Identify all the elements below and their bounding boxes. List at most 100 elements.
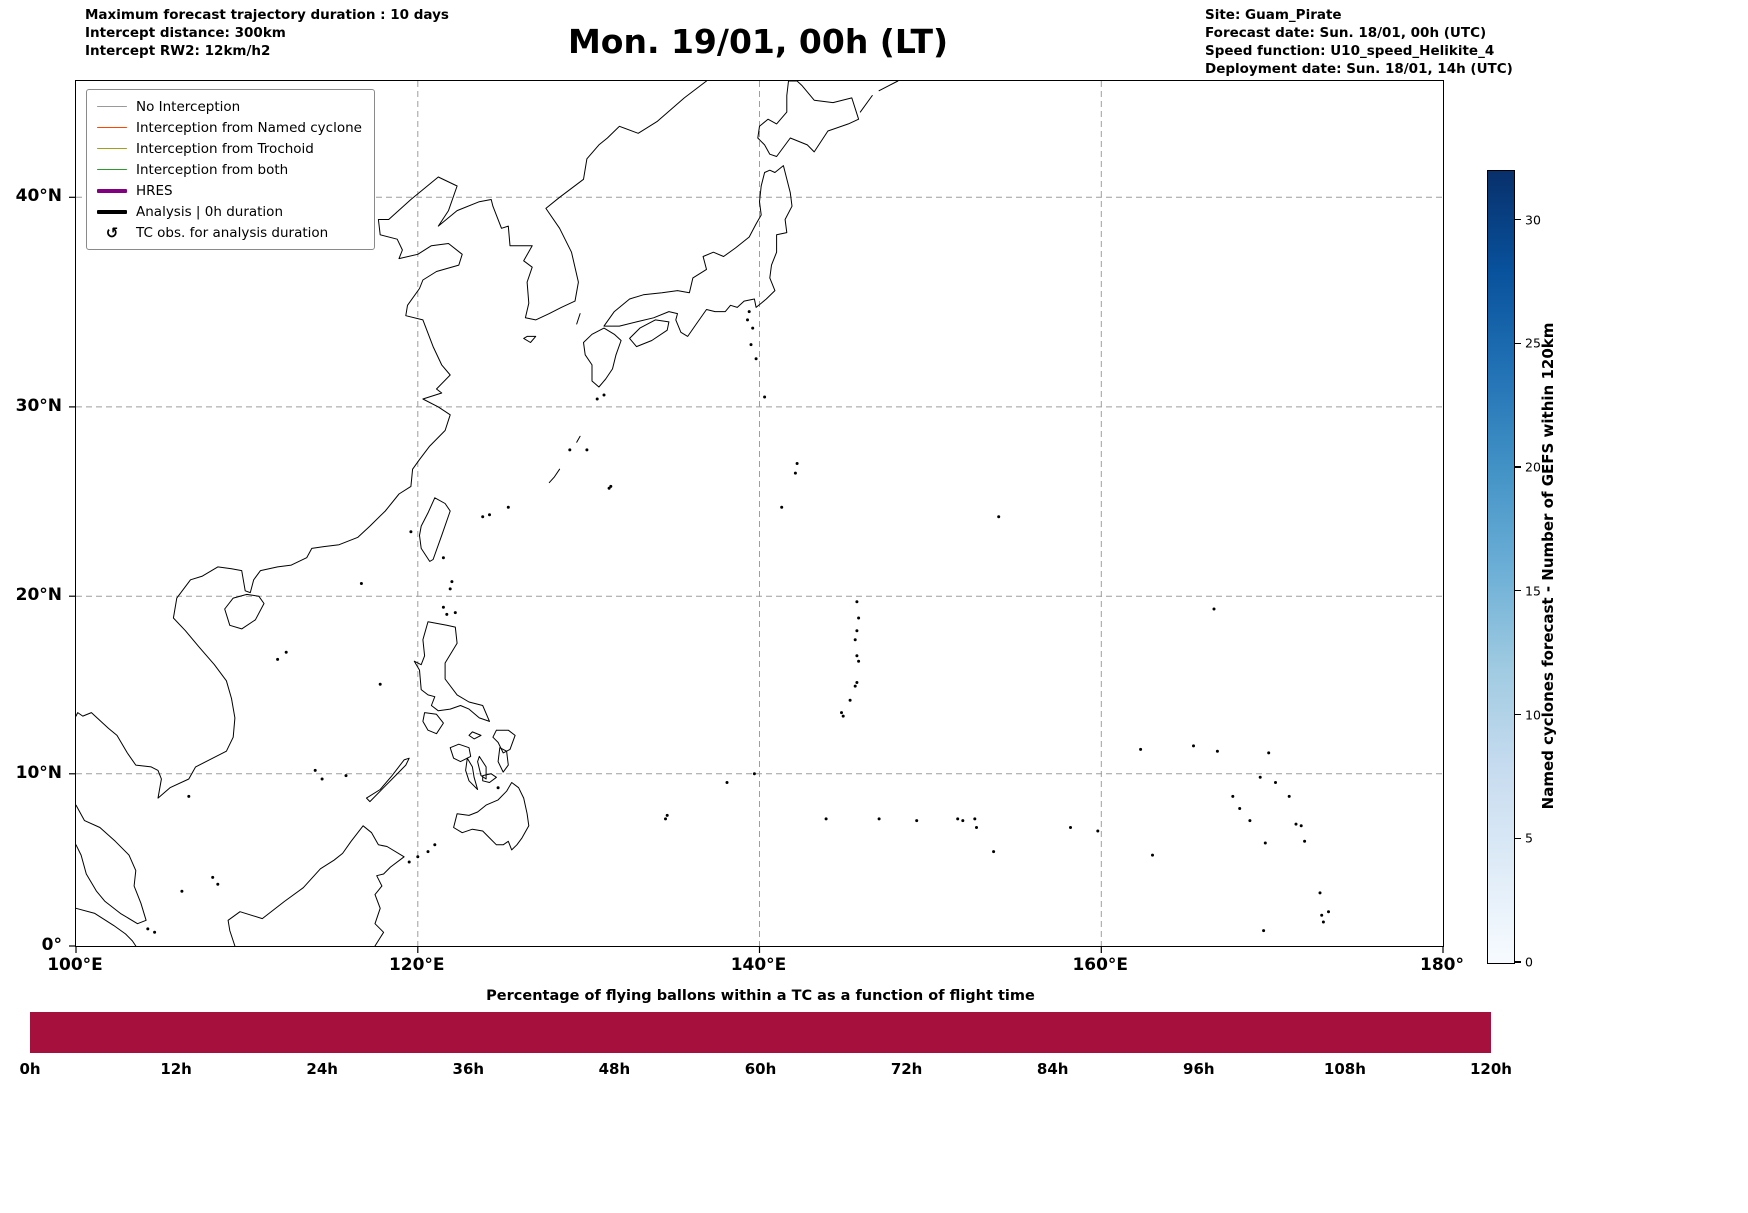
island-dot <box>445 612 449 616</box>
island-dot <box>313 768 317 772</box>
island-dot <box>664 817 667 821</box>
legend-item: Analysis | 0h duration <box>97 203 362 220</box>
island-dot <box>211 875 215 879</box>
island-dot <box>848 698 852 702</box>
island-dot <box>855 654 859 658</box>
island-dot <box>602 393 606 397</box>
colorbar-tick-mark <box>1515 837 1521 839</box>
island-dot <box>877 817 881 821</box>
map-canvas <box>69 80 1444 953</box>
legend-item-label: Analysis | 0h duration <box>136 203 283 220</box>
time-tick-label: 120h <box>1470 1060 1512 1078</box>
plot-title: Mon. 19/01, 00h (LT) <box>567 22 949 61</box>
island-dot <box>961 819 965 823</box>
legend-box: No Interception Interception from Named c… <box>86 89 375 250</box>
map-plot-area: No Interception Interception from Named c… <box>69 80 1444 953</box>
island-dot <box>180 889 184 893</box>
island-dot <box>1303 839 1307 843</box>
island-dot <box>857 616 861 620</box>
island-dot <box>344 774 348 778</box>
island-dot <box>585 448 589 452</box>
island-dot <box>1151 853 1154 857</box>
x-tick-label: 100°E <box>47 955 103 975</box>
time-tick-label: 24h <box>306 1060 338 1078</box>
flight-time-bar <box>30 1012 1491 1053</box>
legend-item-label: Interception from Trochoid <box>136 140 314 157</box>
island-dot <box>146 927 150 931</box>
island-dot <box>1231 794 1235 798</box>
x-tick-label: 140°E <box>730 955 787 975</box>
coastline-path <box>419 497 451 562</box>
island-dot <box>284 650 288 654</box>
coastline-path <box>224 593 265 630</box>
time-tick-label: 12h <box>160 1060 192 1078</box>
coastline-path <box>583 327 622 388</box>
config-line-duration: Maximum forecast trajectory duration : 1… <box>85 7 449 23</box>
legend-item: Interception from Named cyclone <box>97 119 362 136</box>
coastline-path <box>227 825 405 947</box>
island-dot <box>763 395 767 399</box>
legend-item-label: HRES <box>136 182 173 199</box>
colorbar-tick-mark <box>1515 218 1521 221</box>
island-dot <box>793 471 797 475</box>
island-dot <box>453 611 457 615</box>
island-dot <box>795 462 799 465</box>
colorbar-tick-label: 10 <box>1525 707 1541 722</box>
coastline-path <box>492 729 516 754</box>
colorbar <box>1487 170 1515 964</box>
island-dot <box>1212 607 1216 611</box>
legend-item: HRES <box>97 182 362 199</box>
legend-item: Interception from Trochoid <box>97 140 362 157</box>
config-line-intercept-rw2: Intercept RW2: 12km/h2 <box>85 43 271 59</box>
island-dot <box>1267 751 1271 755</box>
coastline-path <box>75 80 707 799</box>
coastline-path <box>548 468 561 484</box>
island-dot <box>320 777 324 781</box>
x-tick-label: 120°E <box>388 955 445 975</box>
island-dot <box>359 582 363 585</box>
island-dot <box>915 819 919 823</box>
island-dot <box>973 817 977 821</box>
coastline-path <box>422 712 444 735</box>
island-dot <box>1096 829 1100 833</box>
time-tick-label: 84h <box>1036 1060 1069 1078</box>
island-dot <box>595 397 599 401</box>
island-dot <box>749 343 753 347</box>
island-dot <box>855 600 859 604</box>
legend-item-label: Interception from both <box>136 161 289 178</box>
legend-item: No Interception <box>97 98 362 115</box>
time-tick-label: 108h <box>1323 1060 1366 1078</box>
island-dot <box>488 513 491 517</box>
island-dot <box>853 684 857 688</box>
colorbar-label: Named cyclones forecast - Number of GEFS… <box>1539 322 1557 810</box>
colorbar-tick-label: 20 <box>1525 459 1541 475</box>
island-dot <box>780 505 784 509</box>
island-dot <box>416 855 420 859</box>
island-dot <box>751 326 755 330</box>
y-tick-label: 20°N <box>15 585 62 606</box>
site-line-forecast-date: Forecast date: Sun. 18/01, 00h (UTC) <box>1205 25 1487 41</box>
island-dot <box>481 515 485 519</box>
colorbar-tick-label: 0 <box>1525 954 1533 970</box>
legend-item: ↺ TC obs. for analysis duration <box>97 224 362 241</box>
island-dot <box>855 629 859 633</box>
island-dot <box>448 587 452 591</box>
island-dot <box>1299 824 1303 828</box>
flight-time-bar-title: Percentage of flying ballons within a TC… <box>486 988 1035 1004</box>
island-dot <box>153 930 157 934</box>
island-dot <box>276 657 280 661</box>
island-dot <box>1258 775 1262 779</box>
colorbar-tick-label: 5 <box>1525 830 1533 846</box>
island-dot <box>840 711 843 715</box>
site-line-site: Site: Guam_Pirate <box>1205 7 1342 23</box>
legend-item-label: No Interception <box>136 98 241 115</box>
y-tick-label: 0° <box>41 935 62 955</box>
coastline-path <box>413 621 490 722</box>
island-dot <box>1139 747 1143 751</box>
island-dot <box>857 659 861 663</box>
island-dot <box>441 556 445 560</box>
island-dot <box>1262 929 1266 933</box>
y-tick-label: 10°N <box>15 762 62 783</box>
island-dot <box>997 515 1001 519</box>
coastline-path <box>629 319 670 348</box>
